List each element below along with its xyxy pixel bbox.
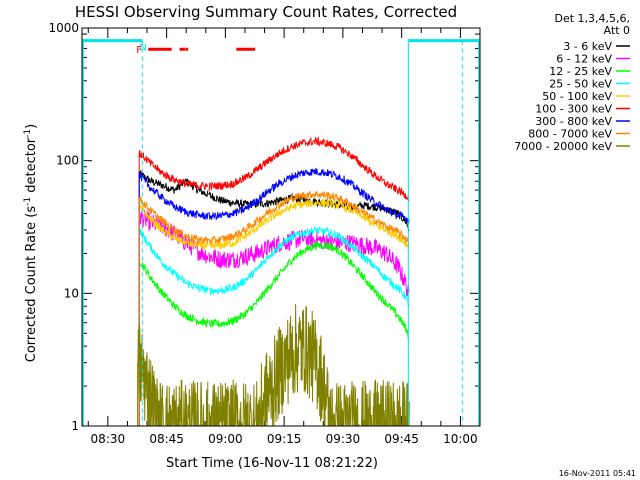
attenuator-annotations: NF xyxy=(82,39,480,426)
series-lines xyxy=(137,136,410,428)
legend-entry-label: 100 - 300 keV xyxy=(535,103,612,116)
legend-entry-label: 7000 - 20000 keV xyxy=(514,140,612,153)
chart-title: HESSI Observing Summary Count Rates, Cor… xyxy=(75,3,457,21)
x-tick-label: 10:00 xyxy=(443,432,478,446)
y-tick-label: 1000 xyxy=(48,21,79,35)
tick-labels: 1 10 100 1000 08:30 08:45 09:00 09:15 09:30 09:45… xyxy=(48,21,477,446)
y-tick-label: 100 xyxy=(56,154,79,168)
x-tick-label: 08:45 xyxy=(149,432,184,446)
x-axis-label: Start Time (16-Nov-11 08:21:22) xyxy=(166,456,378,471)
x-tick-label: 09:00 xyxy=(208,432,243,446)
legend-entry-label: 6 - 12 keV xyxy=(556,53,612,66)
series-line xyxy=(138,170,410,426)
series-line xyxy=(137,304,410,428)
legend-entry-label: 12 - 25 keV xyxy=(549,65,612,78)
series-line xyxy=(138,167,410,426)
flare-flag-label: F xyxy=(136,45,142,56)
x-tick-label: 09:30 xyxy=(326,432,361,446)
legend-title-line-2: Att 0 xyxy=(604,24,630,37)
legend-entry-label: 25 - 50 keV xyxy=(549,78,612,91)
x-tick-label: 08:30 xyxy=(91,432,126,446)
plot-frame xyxy=(81,27,481,427)
x-tick-label: 09:45 xyxy=(384,432,419,446)
legend-entry-label: 3 - 6 keV xyxy=(563,40,612,53)
y-tick-label: 10 xyxy=(64,286,79,300)
legend-entry-label: 800 - 7000 keV xyxy=(528,128,612,141)
legend-entry-label: 50 - 100 keV xyxy=(542,90,612,103)
series-line xyxy=(138,136,410,426)
series-line xyxy=(138,190,410,426)
x-tick-label: 09:15 xyxy=(267,432,302,446)
y-tick-label: 1 xyxy=(71,419,79,433)
legend-title-line-1: Det 1,3,4,5,6, xyxy=(554,12,630,25)
y-axis-label: Corrected Count Rate (s-1 detector-1) xyxy=(23,124,39,362)
series-line xyxy=(138,224,410,426)
attenuator-label: N xyxy=(139,43,146,54)
series-line xyxy=(138,239,410,426)
footer-date: 16-Nov-2011 05:41 xyxy=(559,469,636,478)
legend-entry-label: 300 - 800 keV xyxy=(535,115,612,128)
